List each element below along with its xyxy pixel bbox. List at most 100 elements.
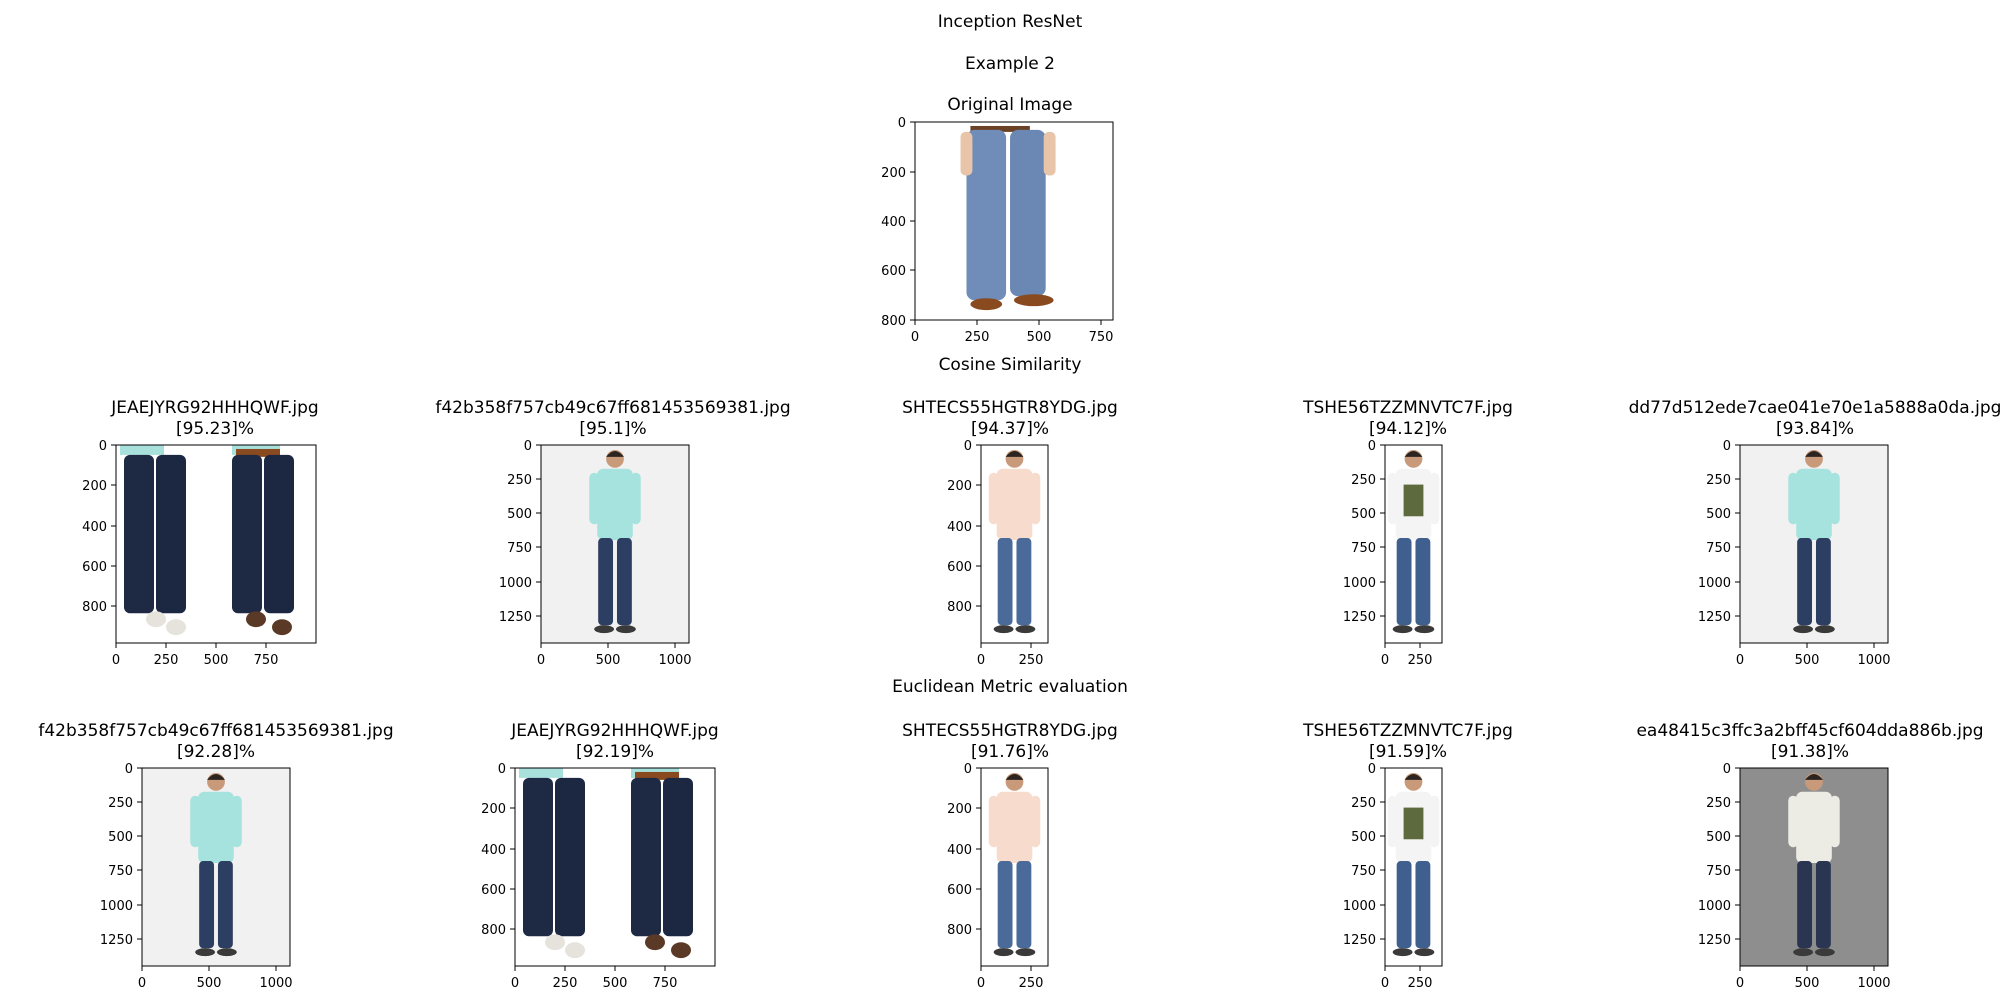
x-tick-label: 500 <box>1795 653 1820 668</box>
x-tick-label: 0 <box>511 976 519 991</box>
y-tick-label: 1000 <box>1343 899 1376 914</box>
y-tick-label: 1000 <box>1698 899 1731 914</box>
y-tick-label: 0 <box>99 439 107 454</box>
y-tick-label: 400 <box>82 520 107 535</box>
euclidean-2-filename: JEAEJYRG92HHHQWF.jpg <box>511 721 719 741</box>
euclidean-result-1-panel-frame <box>141 767 291 967</box>
y-tick-label: 500 <box>1706 507 1731 522</box>
cosine-result-2-panel: 0 500 1000 0 250 500 750 1000 1250 <box>499 439 692 668</box>
y-tick-label: 750 <box>1706 541 1731 556</box>
cosine-section-label: Cosine Similarity <box>938 355 1082 375</box>
x-tick-label: 0 <box>911 330 919 345</box>
example-label: Example 2 <box>965 54 1055 74</box>
y-tick-label: 200 <box>947 479 972 494</box>
cosine-4-score: [94.12]% <box>1368 419 1448 439</box>
cosine-3-score: [94.37]% <box>970 419 1050 439</box>
y-tick-label: 800 <box>947 600 972 615</box>
cosine-result-3-panel-frame <box>980 444 1049 644</box>
euclidean-result-4-panel-frame <box>1384 767 1443 967</box>
y-tick-label: 1000 <box>499 576 532 591</box>
euclidean-4-filename: TSHE56TZZMNVTC7F.jpg <box>1303 721 1513 741</box>
y-tick-label: 200 <box>947 802 972 817</box>
x-tick-label: 1000 <box>658 653 691 668</box>
x-tick-label: 750 <box>1089 330 1114 345</box>
x-tick-label: 250 <box>965 330 990 345</box>
y-tick-label: 250 <box>1351 796 1376 811</box>
cosine-2-score: [95.1]% <box>579 419 647 439</box>
y-tick-label: 800 <box>82 600 107 615</box>
y-tick-label: 1000 <box>100 899 133 914</box>
euclidean-5-score: [91.38]% <box>1770 742 1850 762</box>
euclidean-result-3-panel-frame <box>980 767 1049 967</box>
y-tick-label: 1250 <box>1698 933 1731 948</box>
x-tick-label: 0 <box>1736 976 1744 991</box>
euclidean-5-filename: ea48415c3ffc3a2bff45cf604dda886b.jpg <box>1636 721 1984 741</box>
y-tick-label: 0 <box>898 116 906 131</box>
x-tick-label: 1000 <box>259 976 292 991</box>
x-tick-label: 250 <box>553 976 578 991</box>
cosine-4-filename: TSHE56TZZMNVTC7F.jpg <box>1303 398 1513 418</box>
x-tick-label: 250 <box>1408 653 1433 668</box>
euclidean-result-5-panel: 0 500 1000 0 250 500 750 1000 1250 <box>1698 762 1891 991</box>
x-tick-label: 250 <box>1019 653 1044 668</box>
euclidean-result-3-panel: 0 250 0 200 400 600 800 <box>947 762 1049 991</box>
y-tick-label: 250 <box>1706 473 1731 488</box>
y-tick-label: 1250 <box>499 610 532 625</box>
euclidean-result-2-panel: 0 250 500 750 0 200 400 600 800 <box>481 762 716 991</box>
x-tick-label: 500 <box>603 976 628 991</box>
cosine-result-2-panel-frame <box>540 444 690 644</box>
y-tick-label: 750 <box>108 864 133 879</box>
euclidean-result-5-panel-frame <box>1739 767 1889 967</box>
x-tick-label: 0 <box>1381 653 1389 668</box>
y-tick-label: 0 <box>964 439 972 454</box>
y-tick-label: 1000 <box>1698 576 1731 591</box>
euclidean-4-score: [91.59]% <box>1368 742 1448 762</box>
y-tick-label: 750 <box>1351 864 1376 879</box>
x-tick-label: 500 <box>1027 330 1052 345</box>
cosine-5-filename: dd77d512ede7cae041e70e1a5888a0da.jpg <box>1628 398 2000 418</box>
cosine-3-filename: SHTECS55HGTR8YDG.jpg <box>902 398 1118 418</box>
euclidean-1-filename: f42b358f757cb49c67ff681453569381.jpg <box>38 721 394 741</box>
y-tick-label: 800 <box>481 923 506 938</box>
y-tick-label: 200 <box>881 166 906 181</box>
x-tick-label: 0 <box>977 653 985 668</box>
x-tick-label: 500 <box>204 653 229 668</box>
euclidean-3-score: [91.76]% <box>970 742 1050 762</box>
euclidean-2-score: [92.19]% <box>575 742 655 762</box>
cosine-2-filename: f42b358f757cb49c67ff681453569381.jpg <box>435 398 791 418</box>
x-tick-label: 0 <box>112 653 120 668</box>
y-tick-label: 1250 <box>1343 933 1376 948</box>
y-tick-label: 500 <box>1351 830 1376 845</box>
y-tick-label: 0 <box>524 439 532 454</box>
cosine-result-1-panel: 0 250 500 750 0 200 400 600 800 <box>82 439 317 668</box>
y-tick-label: 600 <box>481 883 506 898</box>
cosine-5-score: [93.84]% <box>1775 419 1855 439</box>
y-tick-label: 600 <box>82 560 107 575</box>
original-title: Original Image <box>947 95 1073 115</box>
y-tick-label: 1250 <box>100 933 133 948</box>
x-tick-label: 250 <box>1408 976 1433 991</box>
y-tick-label: 800 <box>881 314 906 329</box>
y-tick-label: 750 <box>1351 541 1376 556</box>
euclidean-section-label: Euclidean Metric evaluation <box>892 677 1128 697</box>
y-tick-label: 750 <box>507 541 532 556</box>
y-tick-label: 0 <box>1723 439 1731 454</box>
y-tick-label: 400 <box>947 843 972 858</box>
y-tick-label: 250 <box>108 796 133 811</box>
x-tick-label: 0 <box>1381 976 1389 991</box>
x-tick-label: 750 <box>254 653 279 668</box>
y-tick-label: 0 <box>964 762 972 777</box>
x-tick-label: 0 <box>977 976 985 991</box>
euclidean-result-4-panel: 0 250 0 250 500 750 1000 1250 <box>1343 762 1443 991</box>
y-tick-label: 0 <box>498 762 506 777</box>
y-tick-label: 200 <box>481 802 506 817</box>
y-tick-label: 400 <box>947 520 972 535</box>
y-tick-label: 0 <box>125 762 133 777</box>
cosine-1-filename: JEAEJYRG92HHHQWF.jpg <box>111 398 319 418</box>
euclidean-1-score: [92.28]% <box>176 742 256 762</box>
y-tick-label: 600 <box>947 560 972 575</box>
euclidean-result-1-panel: 0 500 1000 0 250 500 750 1000 1250 <box>100 762 293 991</box>
y-tick-label: 0 <box>1368 439 1376 454</box>
cosine-result-5-panel-frame <box>1739 444 1889 644</box>
